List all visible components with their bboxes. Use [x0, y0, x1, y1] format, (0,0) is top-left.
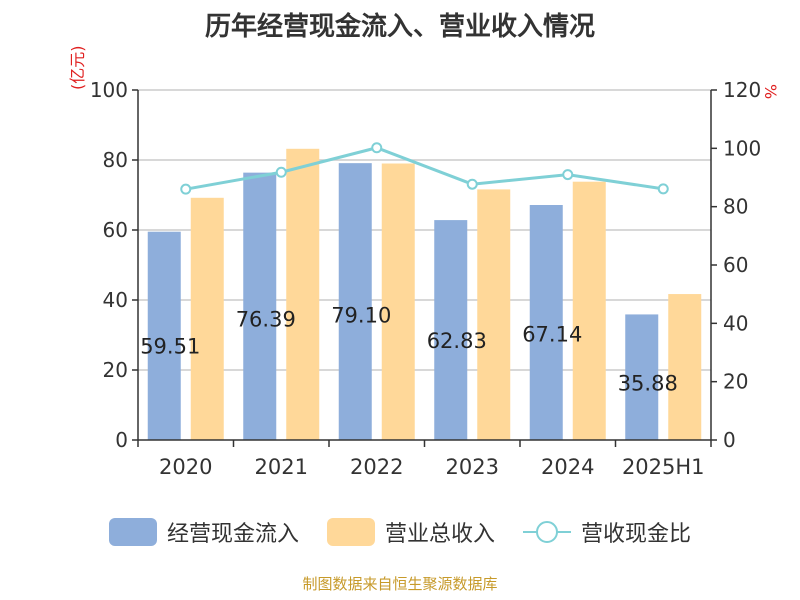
grid-layer	[138, 89, 711, 371]
legend-label-cash-inflow: 经营现金流入	[166, 522, 299, 547]
legend-item-ratio[interactable]: 营收现金比	[523, 516, 691, 548]
y-left-tick-label: 60	[103, 218, 128, 242]
x-tick-label: 2020	[159, 455, 212, 479]
bar-revenue	[477, 189, 511, 440]
chart-title: 历年经营现金流入、营业收入情况	[204, 12, 595, 42]
bar-layer	[147, 148, 702, 441]
legend-label-revenue: 营业总收入	[384, 522, 495, 547]
point-ratio	[180, 183, 192, 195]
x-tick-label: 2024	[541, 455, 594, 479]
data-label-cash-inflow: 79.10	[331, 303, 391, 327]
y-right-tick-label: 60	[723, 253, 748, 277]
x-tick-label: 2023	[446, 455, 499, 479]
x-tick-label: 2025H1	[622, 455, 705, 479]
bar-cash-inflow	[338, 163, 372, 440]
y-left-tick-label: 80	[103, 148, 128, 172]
bar-cash-inflow	[625, 314, 659, 440]
legend: 经营现金流入 营业总收入 营收现金比	[0, 516, 800, 548]
y-left-tick-label: 100	[90, 78, 128, 102]
y-right-tick-label: 100	[723, 136, 761, 160]
y-left-tick-label: 40	[103, 288, 128, 312]
y-right-tick-label: 40	[723, 311, 748, 335]
legend-label-ratio: 营收现金比	[581, 522, 692, 547]
data-label-cash-inflow: 67.14	[522, 322, 582, 346]
bar-revenue	[381, 163, 415, 440]
data-label-cash-inflow: 76.39	[236, 308, 296, 332]
source-note: 制图数据来自恒生聚源数据库	[302, 575, 498, 593]
legend-item-cash-inflow[interactable]: 经营现金流入	[108, 516, 299, 548]
data-label-cash-inflow: 35.88	[618, 371, 678, 395]
bar-revenue	[190, 197, 224, 440]
point-ratio	[562, 169, 574, 181]
bar-cash-inflow	[434, 220, 468, 440]
point-ratio	[275, 166, 287, 178]
bar-revenue	[286, 148, 320, 441]
y-right-tick-label: 120	[723, 78, 761, 102]
legend-swatch-revenue	[326, 518, 375, 546]
y-right-tick-label: 0	[723, 428, 736, 452]
y-right-tick-label: 80	[723, 195, 748, 219]
x-tick-label: 2021	[255, 455, 308, 479]
line-ratio	[185, 146, 664, 191]
point-ratio	[371, 142, 383, 154]
x-tick-label: 2022	[350, 455, 403, 479]
line-layer	[180, 142, 669, 195]
y-left-tick-label: 20	[103, 358, 128, 382]
data-label-cash-inflow: 62.83	[427, 329, 487, 353]
point-ratio	[657, 183, 669, 195]
legend-swatch-cash-inflow	[108, 518, 157, 546]
bar-cash-inflow	[147, 231, 181, 440]
bar-revenue	[668, 294, 702, 440]
axis-layer: 0 20 40 60 80 100 0 20 40 60 80 100 120 2020 2021 2022 2…	[90, 78, 761, 479]
bar-cash-inflow	[529, 205, 563, 440]
point-ratio	[466, 178, 478, 190]
bar-cash-inflow	[243, 172, 277, 440]
data-label-cash-inflow: 59.51	[140, 334, 200, 358]
label-layer: 59.51 76.39 79.10 62.83 67.14 35.88	[140, 303, 678, 395]
legend-line-ratio-icon	[523, 518, 571, 546]
y-left-tick-label: 0	[115, 428, 128, 452]
y-right-tick-label: 20	[723, 370, 748, 394]
legend-item-revenue[interactable]: 营业总收入	[326, 516, 495, 548]
bar-revenue	[572, 181, 606, 440]
